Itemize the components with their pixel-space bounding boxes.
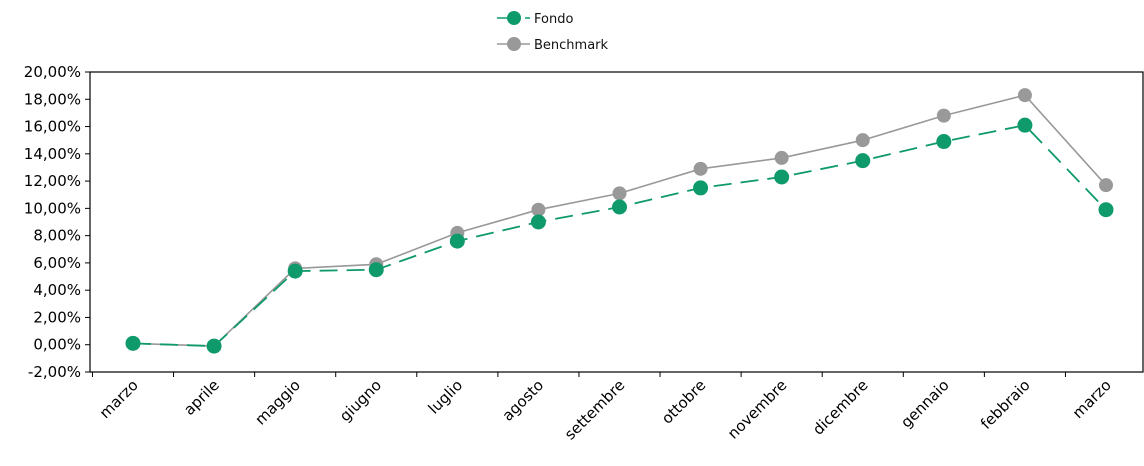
data-point-benchmark <box>1099 178 1113 193</box>
x-tick-label: gennaio <box>897 376 952 431</box>
data-point-benchmark <box>936 108 951 123</box>
data-point-fondo <box>287 263 303 279</box>
legend-marker-fondo <box>507 11 521 25</box>
plot-area <box>89 71 1144 373</box>
data-point-benchmark <box>1017 88 1032 103</box>
data-point-benchmark <box>531 202 546 217</box>
series-line-benchmark <box>132 94 1107 347</box>
y-tick-label: 6,00% <box>33 254 81 272</box>
data-point-fondo <box>368 262 384 278</box>
data-point-fondo <box>1017 117 1033 133</box>
y-tick-label: 0,00% <box>33 336 81 354</box>
data-point-fondo <box>449 233 465 249</box>
data-point-benchmark <box>855 133 870 148</box>
data-point-fondo <box>612 199 627 215</box>
legend-label-benchmark: Benchmark <box>534 38 609 53</box>
y-tick-label: 18,00% <box>24 90 81 108</box>
x-tick-label: novembre <box>724 376 790 442</box>
data-point-fondo <box>855 153 871 169</box>
data-point-fondo <box>530 214 546 230</box>
legend-marker-benchmark <box>507 37 521 51</box>
y-tick-label: 20,00% <box>24 63 81 81</box>
x-tick-label: ottobre <box>658 376 709 427</box>
x-tick-label: maggio <box>252 376 304 428</box>
data-point-benchmark <box>612 186 627 201</box>
legend-label-fondo: Fondo <box>534 12 573 27</box>
legend: Fondo Benchmark <box>497 11 609 53</box>
data-point-benchmark <box>774 150 789 165</box>
x-tick-label: settembre <box>561 376 628 443</box>
y-tick-label: 10,00% <box>24 199 81 217</box>
y-tick-label: 4,00% <box>33 281 81 299</box>
x-tick-label: dicembre <box>809 376 871 438</box>
y-tick-label: 14,00% <box>24 145 81 163</box>
y-tick-label: 16,00% <box>24 118 81 136</box>
x-tick-label: luglio <box>425 376 467 418</box>
x-axis: marzo aprile maggio giugno luglio agosto sette… <box>91 372 1115 443</box>
x-tick-label: giugno <box>336 376 385 425</box>
y-axis: -2,00% 0,00% 2,00% 4,00% 6,00% 8,00% 10,00% 12,… <box>24 63 90 381</box>
x-tick-label: agosto <box>499 376 548 425</box>
data-point-fondo <box>936 134 952 150</box>
data-point-benchmark <box>693 161 708 176</box>
data-point-fondo <box>1098 202 1114 218</box>
y-tick-label: 8,00% <box>33 227 81 245</box>
x-tick-label: febbraio <box>977 376 1034 433</box>
y-tick-label: 12,00% <box>24 172 81 190</box>
x-tick-label: aprile <box>180 376 223 419</box>
data-point-fondo <box>125 335 141 351</box>
y-tick-label: 2,00% <box>33 308 81 326</box>
series-layer <box>125 88 1114 354</box>
data-point-fondo <box>693 180 709 196</box>
data-point-fondo <box>774 169 790 185</box>
y-tick-label: -2,00% <box>28 363 81 381</box>
x-tick-label: marzo <box>96 376 142 422</box>
x-tick-label: marzo <box>1069 376 1115 422</box>
series-line-fondo <box>132 124 1107 348</box>
data-point-fondo <box>206 338 222 354</box>
